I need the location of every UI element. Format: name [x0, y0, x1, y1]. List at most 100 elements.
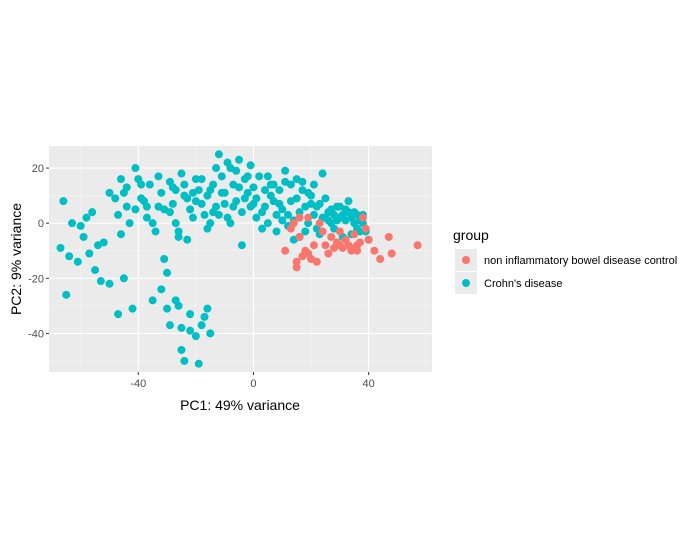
data-point: [327, 232, 336, 241]
data-point: [131, 164, 140, 173]
data-point: [295, 208, 304, 217]
data-point: [307, 199, 316, 208]
data-point: [289, 219, 298, 228]
data-point: [114, 310, 123, 319]
data-point: [197, 321, 206, 330]
data-point: [56, 243, 65, 252]
data-point: [163, 304, 172, 313]
plot-panel: [49, 146, 432, 372]
data-point: [203, 304, 212, 313]
data-point: [240, 194, 249, 203]
data-point: [165, 177, 174, 186]
data-point: [249, 199, 258, 208]
data-point: [252, 213, 261, 222]
data-point: [194, 359, 203, 368]
data-point: [361, 224, 370, 233]
data-point: [275, 199, 284, 208]
data-point: [142, 213, 151, 222]
legend-key-dot: [462, 279, 470, 287]
data-point: [304, 213, 313, 222]
data-point: [168, 199, 177, 208]
data-point: [177, 323, 186, 332]
data-point: [188, 188, 197, 197]
data-point: [298, 177, 307, 186]
data-point: [93, 241, 102, 250]
data-point: [131, 205, 140, 214]
data-point: [200, 210, 209, 219]
data-point: [214, 150, 223, 159]
data-point: [272, 227, 281, 236]
data-point: [122, 202, 131, 211]
data-point: [148, 219, 157, 228]
data-point: [105, 279, 114, 288]
data-point: [295, 232, 304, 241]
data-point: [281, 166, 290, 175]
data-point: [304, 188, 313, 197]
data-point: [209, 208, 218, 217]
x-axis-title: PC1: 49% variance: [180, 397, 300, 413]
data-point: [119, 274, 128, 283]
data-point: [281, 246, 290, 255]
data-point: [160, 205, 169, 214]
data-point: [212, 164, 221, 173]
data-point: [321, 241, 330, 250]
data-point: [318, 227, 327, 236]
data-point: [65, 252, 74, 261]
data-point: [223, 158, 232, 167]
data-point: [217, 188, 226, 197]
data-point: [321, 194, 330, 203]
x-tick-label: 40: [363, 378, 375, 390]
data-point: [350, 230, 359, 239]
data-point: [157, 188, 166, 197]
data-point: [180, 356, 189, 365]
data-point: [180, 180, 189, 189]
data-point: [206, 329, 215, 338]
data-point: [68, 219, 77, 228]
data-point: [309, 241, 318, 250]
data-point: [174, 232, 183, 241]
data-point: [243, 172, 252, 181]
data-point: [272, 210, 281, 219]
data-point: [295, 213, 304, 222]
data-point: [174, 227, 183, 236]
data-point: [160, 255, 169, 263]
data-point: [116, 230, 125, 239]
data-point: [232, 166, 241, 175]
data-point: [229, 202, 238, 211]
y-tick-label: 20: [32, 163, 44, 175]
data-point: [266, 191, 275, 200]
data-point: [309, 180, 318, 189]
data-point: [96, 277, 105, 286]
data-point: [324, 249, 333, 258]
data-point: [384, 232, 393, 241]
data-point: [163, 268, 172, 277]
data-point: [237, 241, 246, 250]
data-point: [125, 219, 134, 228]
data-point: [278, 216, 287, 225]
data-point: [191, 175, 200, 184]
data-point: [200, 312, 209, 321]
data-point: [177, 345, 186, 354]
data-point: [301, 227, 310, 236]
legend-key-dot: [462, 256, 470, 264]
data-point: [140, 197, 149, 206]
legend-items: non inflammatory bowel disease control Cr…: [455, 249, 677, 294]
data-point: [180, 191, 189, 200]
data-point: [304, 249, 313, 258]
data-point: [171, 219, 180, 228]
data-points: [56, 150, 422, 368]
data-point: [364, 235, 373, 244]
data-point: [235, 155, 244, 164]
x-tick-label: -40: [130, 378, 146, 390]
data-point: [341, 205, 350, 214]
data-point: [59, 197, 68, 206]
data-point: [370, 246, 379, 255]
x-axis: -40 0 40: [130, 372, 375, 390]
data-point: [105, 188, 114, 197]
data-point: [304, 219, 313, 228]
data-point: [197, 175, 206, 184]
data-point: [85, 249, 94, 258]
legend-label: non inflammatory bowel disease control: [484, 255, 677, 267]
data-point: [269, 180, 278, 189]
data-point: [157, 285, 166, 294]
